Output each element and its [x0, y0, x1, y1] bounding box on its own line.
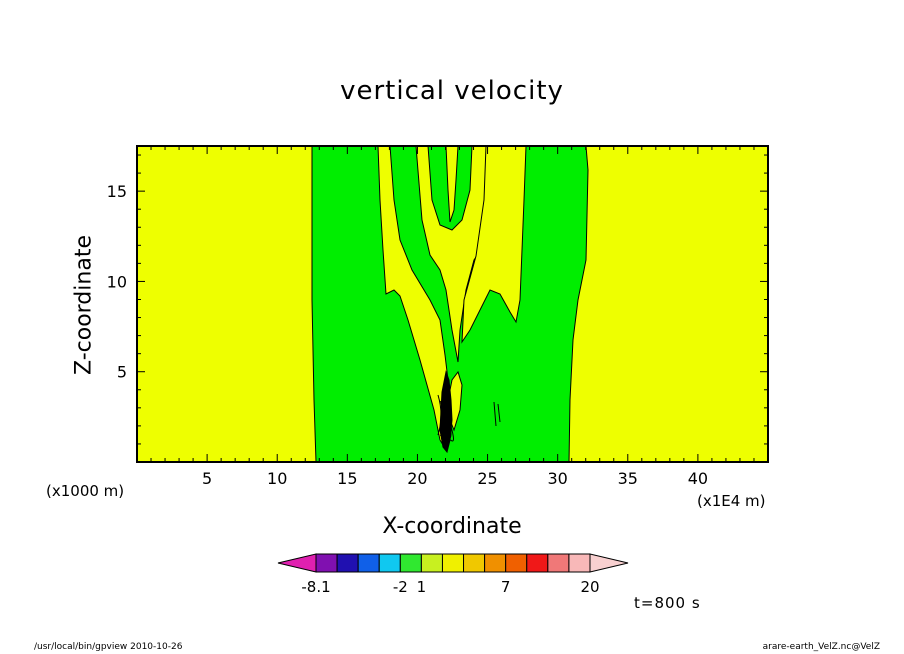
colorbar-segment — [526, 553, 549, 573]
colorbar-segment — [357, 553, 380, 573]
y-axis-label: Z-coordinate — [71, 235, 97, 375]
x-tick-label: 20 — [407, 469, 427, 488]
region-updraft-core — [439, 370, 453, 454]
colorbar-segment — [568, 553, 591, 573]
plot-frame — [136, 145, 769, 463]
x-tick-label: 30 — [547, 469, 567, 488]
time-label: t=800 s — [634, 594, 701, 612]
small-contour-right — [493, 401, 501, 427]
x-tick-label: 15 — [337, 469, 357, 488]
x-tick-label: 40 — [688, 469, 708, 488]
core-contour-line — [447, 418, 452, 440]
core-contour-line — [442, 406, 447, 438]
footer-file: arare-earth_VelZ.nc@VelZ — [762, 642, 880, 652]
colorbar-tick-label: -8.1 — [301, 578, 330, 596]
x-axis-unit: (x1E4 m) — [697, 492, 766, 510]
footer-program: /usr/local/bin/gpview 2010-10-26 — [34, 642, 183, 652]
core-contour-line — [440, 400, 444, 437]
colorbar-segment — [378, 553, 401, 573]
colorbar-tick-label: 7 — [501, 578, 511, 596]
x-tick-label: 25 — [477, 469, 497, 488]
colorbar-tick-label: -2 — [393, 578, 408, 596]
x-tick-label: 35 — [618, 469, 638, 488]
colorbar-tick-label: 1 — [417, 578, 427, 596]
y-axis-unit: (x1000 m) — [46, 482, 125, 500]
core-contour-line — [450, 424, 454, 442]
contour-right-tongue — [461, 145, 527, 344]
colorbar-segment — [547, 553, 570, 573]
y-tick-label: 15 — [107, 182, 127, 201]
chart-title: vertical velocity — [340, 76, 564, 106]
colorbar-segment — [463, 553, 486, 573]
colorbar-segment — [505, 553, 528, 573]
colorbar-segment — [399, 553, 422, 573]
x-tick-label: 10 — [267, 469, 287, 488]
colorbar-lower-arrow — [277, 553, 317, 573]
core-contour-line — [445, 412, 449, 439]
colorbar-upper-arrow — [589, 553, 629, 573]
colorbar-segment — [336, 553, 359, 573]
colorbar-segment — [315, 553, 338, 573]
colorbar-tick-label: 20 — [580, 578, 599, 596]
y-tick-label: 10 — [107, 272, 127, 291]
y-tick-label: 5 — [117, 363, 127, 382]
colorbar-segment — [441, 553, 465, 573]
colorbar-segment — [484, 553, 507, 573]
x-tick-label: 5 — [202, 469, 212, 488]
core-contour-line — [437, 394, 442, 436]
x-axis-label: X-coordinate — [382, 514, 522, 539]
colorbar-segment — [420, 553, 443, 573]
